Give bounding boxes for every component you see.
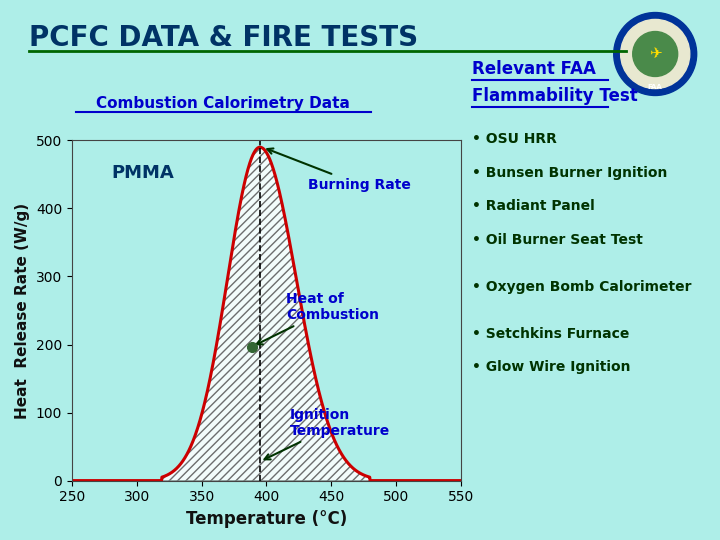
Text: • OSU HRR: • OSU HRR (472, 132, 557, 146)
Text: Ignition
Temperature: Ignition Temperature (264, 408, 390, 460)
Text: • Oil Burner Seat Test: • Oil Burner Seat Test (472, 233, 642, 247)
Text: Flammability Test: Flammability Test (472, 87, 637, 105)
Text: • Radiant Panel: • Radiant Panel (472, 199, 594, 213)
Circle shape (613, 12, 697, 96)
Text: • Setchkins Furnace: • Setchkins Furnace (472, 327, 629, 341)
X-axis label: Temperature (°C): Temperature (°C) (186, 510, 347, 528)
Text: • Oxygen Bomb Calorimeter: • Oxygen Bomb Calorimeter (472, 280, 691, 294)
Text: Burning Rate: Burning Rate (267, 148, 410, 192)
Text: Combustion Calorimetry Data: Combustion Calorimetry Data (96, 96, 350, 111)
Text: ✈: ✈ (649, 46, 662, 62)
Text: PCFC DATA & FIRE TESTS: PCFC DATA & FIRE TESTS (29, 24, 418, 52)
Text: Heat of
Combustion: Heat of Combustion (257, 292, 379, 345)
Y-axis label: Heat  Release Rate (W/g): Heat Release Rate (W/g) (15, 202, 30, 418)
Text: Relevant FAA: Relevant FAA (472, 60, 595, 78)
Text: FAA: FAA (648, 84, 662, 90)
Circle shape (633, 31, 678, 77)
Text: • Glow Wire Ignition: • Glow Wire Ignition (472, 360, 630, 374)
Text: PMMA: PMMA (111, 164, 174, 182)
Text: • Bunsen Burner Ignition: • Bunsen Burner Ignition (472, 166, 667, 180)
Circle shape (621, 19, 690, 89)
